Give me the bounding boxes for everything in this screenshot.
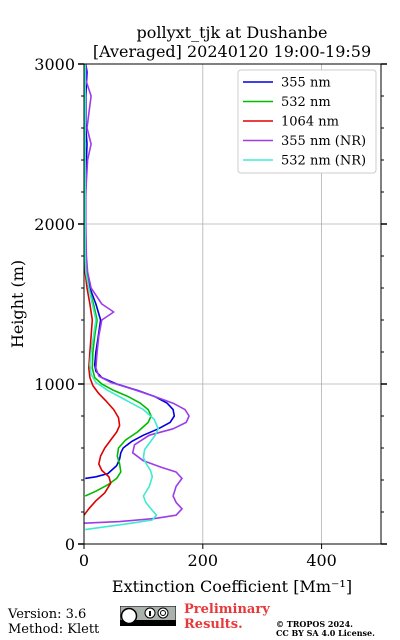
preliminary-line-2: Results. [184,617,243,632]
series-line-3 [83,64,190,524]
copyright-line-1: © TROPOS 2024. [276,619,353,629]
extinction-profile-chart: pollyxt_tjk at Dushanbe [Averaged] 20240… [8,23,387,596]
axis-ticks [78,63,387,549]
series-line-0 [84,63,176,480]
y-tick-labels: 0 1000 2000 3000 [34,55,75,554]
y-tick-label: 2000 [34,215,75,234]
series-lines [83,63,190,531]
series-line-2 [83,64,121,516]
method-label: Method: Klett [8,622,100,637]
legend-label-2: 1064 nm [281,115,339,130]
legend: 355 nm 532 nm 1064 nm 355 nm (NR) 532 nm (NR… [237,69,377,174]
copyright-line-2: CC BY SA 4.0 License. [276,628,375,638]
preliminary-results-label: Preliminary Results. [184,602,270,632]
legend-label-3: 355 nm (NR) [281,134,366,149]
legend-box [237,69,377,174]
x-tick-label: 0 [79,551,89,570]
series-line-4 [84,64,160,531]
chart-subtitle: [Averaged] 20240120 19:00-19:59 [93,42,371,61]
cc-by-sa-icon [120,606,176,626]
plot-frame [83,63,382,545]
copyright-notice: © TROPOS 2024. CC BY SA 4.0 License. [276,620,375,638]
version-label: Version: 3.6 [8,607,87,622]
chart-title: pollyxt_tjk at Dushanbe [136,23,327,42]
y-axis-label: Height (m) [8,260,27,348]
y-tick-label: 0 [65,535,75,554]
x-tick-labels: 0 200 400 [79,551,337,570]
y-tick-label: 1000 [34,375,75,394]
series-line-1 [84,64,152,497]
x-axis-label: Extinction Coefficient [Mm⁻¹] [112,577,352,596]
y-tick-label: 3000 [34,55,75,74]
x-tick-label: 400 [306,551,337,570]
legend-label-4: 532 nm (NR) [281,154,366,169]
legend-label-1: 532 nm [281,95,331,110]
x-tick-label: 200 [188,551,219,570]
preliminary-line-1: Preliminary [184,602,270,617]
legend-label-0: 355 nm [281,76,331,91]
